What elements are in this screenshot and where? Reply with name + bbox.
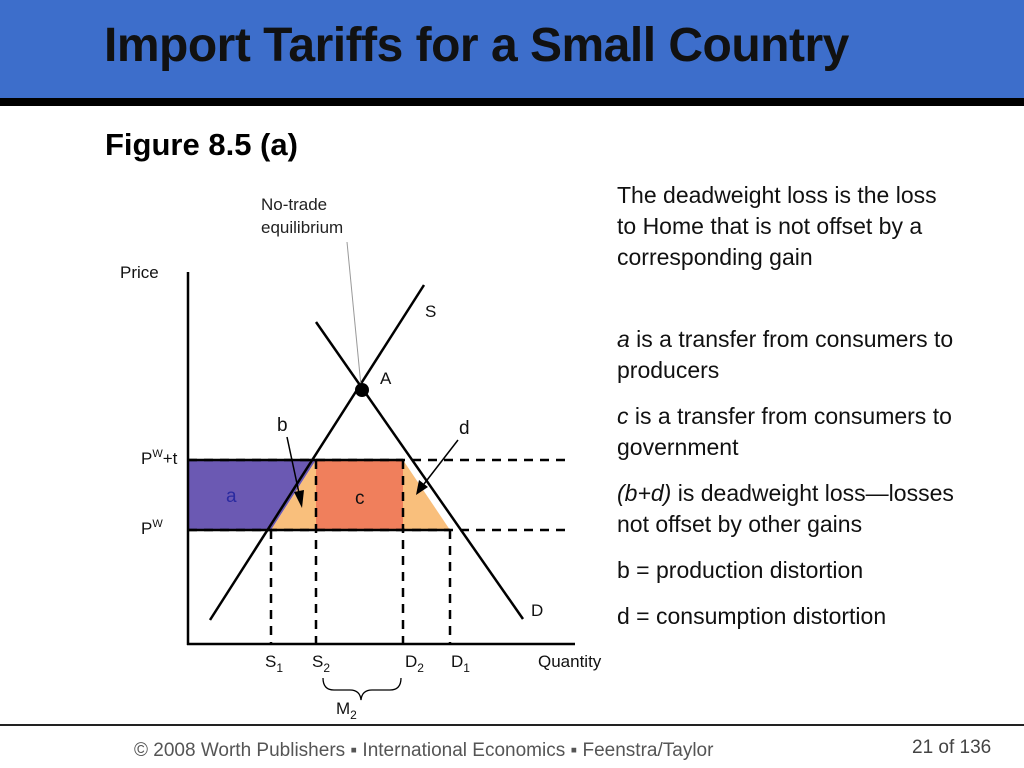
annotation-line2: equilibrium xyxy=(261,218,343,237)
supply-label: S xyxy=(425,302,436,321)
y-axis-label: Price xyxy=(120,263,159,282)
explanation-para-5: b = production distortion xyxy=(617,557,864,583)
area-d-region xyxy=(403,460,450,530)
d2-label: D2 xyxy=(405,652,424,675)
x-axis-label: Quantity xyxy=(538,652,602,671)
price-world-label: PW xyxy=(141,518,163,538)
s1-label: S1 xyxy=(265,652,283,675)
explanation-para-1: The deadweight loss is the loss to Home … xyxy=(617,182,937,270)
area-c-region xyxy=(316,460,403,530)
area-a-label: a xyxy=(226,486,237,507)
supply-curve xyxy=(208,284,426,621)
equilibrium-label: A xyxy=(380,369,392,388)
annotation-pointer xyxy=(346,241,362,387)
b-arrow-head xyxy=(294,490,304,508)
d-arrow-line xyxy=(423,439,459,485)
footer-divider xyxy=(0,724,1024,726)
area-b-region xyxy=(271,460,316,530)
equilibrium-point xyxy=(355,383,369,397)
explanation-para-2: a is a transfer from consumers to produc… xyxy=(617,326,954,383)
explanation-para-3: c is a transfer from consumers to govern… xyxy=(617,403,952,460)
m2-brace xyxy=(322,677,402,701)
annotation-line1: No-trade xyxy=(261,195,327,214)
explanation-para-6: d = consumption distortion xyxy=(617,603,887,629)
page-number: 21 of 136 xyxy=(912,737,992,758)
area-a-region xyxy=(188,460,316,530)
explanation-para-4: (b+d) is deadweight loss—losses not offs… xyxy=(617,480,954,537)
figure-label: Figure 8.5 (a) xyxy=(105,127,298,162)
s2-label: S2 xyxy=(312,652,330,675)
d1-label: D1 xyxy=(451,652,470,675)
demand-curve xyxy=(314,321,525,620)
b-arrow-line xyxy=(286,436,300,494)
para2-italic: a xyxy=(617,326,630,352)
price-tariff-label: PW+t xyxy=(141,448,178,468)
footer-credit: © 2008 Worth Publishers ▪ International … xyxy=(134,740,714,761)
d-arrow-head xyxy=(416,480,428,495)
para4-italic: (b+d) xyxy=(617,480,672,506)
demand-label: D xyxy=(531,601,543,620)
title-bar: Import Tariffs for a Small Country xyxy=(0,0,1024,106)
area-c-label: c xyxy=(355,488,365,509)
para3-italic: c xyxy=(617,403,629,429)
area-d-label: d xyxy=(459,418,470,439)
slide-title: Import Tariffs for a Small Country xyxy=(104,19,849,72)
m2-label: M2 xyxy=(336,699,357,722)
area-b-label: b xyxy=(277,415,288,436)
